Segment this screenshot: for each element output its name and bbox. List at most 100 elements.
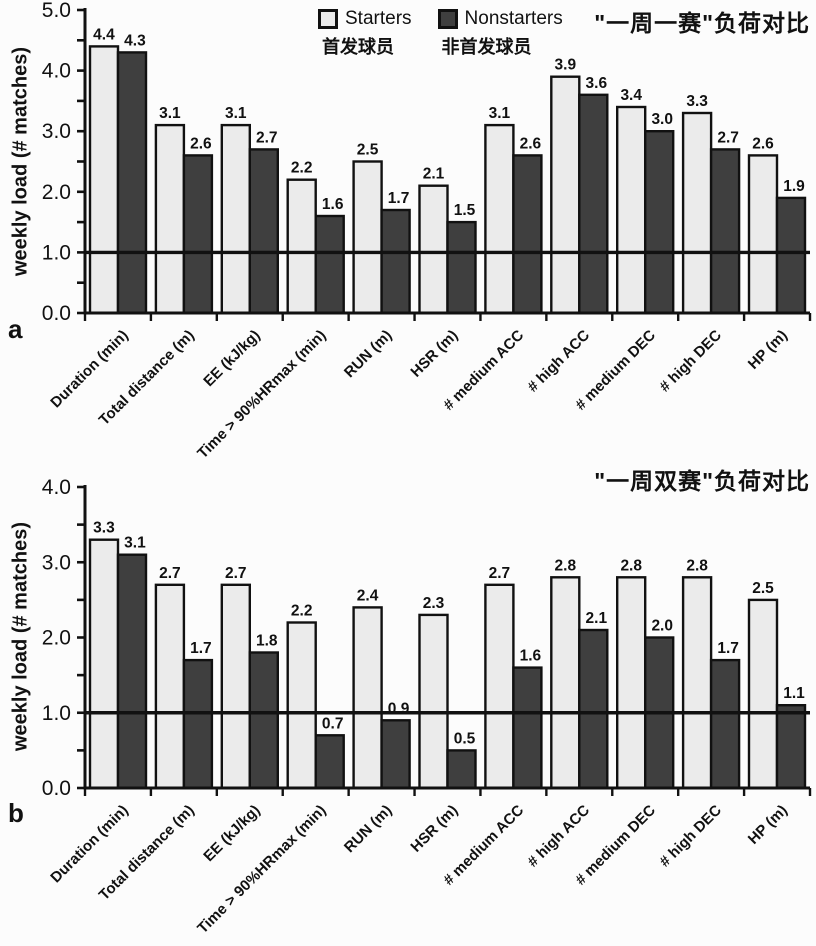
bar-value-label: 0.9 [388, 700, 410, 717]
bar-value-label: 2.6 [520, 135, 542, 152]
x-category-label: # high ACC [524, 327, 593, 396]
bar-value-label: 1.9 [783, 178, 805, 195]
y-tick-label: 3.0 [42, 120, 71, 143]
bar-nonstarters-7 [512, 666, 543, 790]
bar-nonstarters-5 [380, 719, 411, 790]
bar-value-label: 2.7 [489, 565, 511, 582]
bar-value-label: 1.7 [717, 640, 739, 657]
bar-value-label: 2.6 [752, 135, 774, 152]
legend-row: Nonstarters [437, 8, 563, 30]
bar-value-label: 2.1 [586, 610, 608, 627]
x-category-label: HSR (m) [407, 802, 461, 856]
y-tick-label: 1.0 [42, 702, 71, 725]
y-tick-label: 0.0 [42, 302, 71, 325]
bar-value-label: 2.8 [620, 557, 642, 574]
bar-starters-8 [550, 576, 581, 790]
legend-item-starters: Starters 首发球员 [318, 8, 412, 59]
bar-value-label: 3.3 [686, 93, 708, 110]
bar-starters-9 [616, 105, 647, 315]
y-tick-label: 3.0 [42, 551, 71, 574]
bar-value-label: 3.1 [124, 535, 146, 552]
x-category-label: HSR (m) [407, 327, 461, 381]
bar-value-label: 1.7 [388, 190, 410, 207]
bar-nonstarters-6 [446, 220, 477, 315]
x-category-label: Time > 90%HRmax (min) [194, 802, 329, 937]
bar-value-label: 2.7 [159, 565, 181, 582]
bar-nonstarters-2 [182, 154, 214, 315]
x-category-label: # high ACC [524, 802, 593, 871]
bar-nonstarters-8 [578, 93, 609, 315]
bar-value-label: 2.7 [225, 565, 247, 582]
bar-value-label: 2.7 [256, 129, 278, 146]
bar-starters-8 [550, 75, 581, 315]
bar-value-label: 4.4 [93, 26, 115, 43]
bar-nonstarters-11 [775, 704, 807, 790]
chart-b-title: "一周双赛"负荷对比 [594, 468, 810, 494]
bar-starters-3 [220, 123, 252, 315]
y-tick-label: 4.0 [42, 476, 71, 499]
bar-starters-11 [747, 598, 779, 790]
bar-value-label: 1.7 [190, 640, 212, 657]
bar-starters-2 [154, 123, 186, 315]
bar-starters-3 [220, 583, 252, 790]
bar-starters-10 [681, 111, 713, 315]
panel-label-a: a [8, 314, 23, 344]
bar-value-label: 3.0 [651, 111, 673, 128]
bar-nonstarters-7 [512, 154, 543, 315]
legend: Starters 首发球员 Nonstarters 非首发球员 [318, 8, 563, 59]
bar-starters-6 [418, 613, 449, 790]
nonstarters-swatch-icon [437, 9, 458, 29]
bar-value-label: 2.5 [357, 142, 379, 159]
y-axis-label-b: weekly load (# matches) [9, 522, 32, 751]
bar-value-label: 3.1 [225, 105, 247, 122]
bar-value-label: 2.8 [686, 557, 708, 574]
bar-value-label: 3.3 [93, 520, 115, 537]
bar-starters-6 [418, 184, 449, 315]
bar-starters-4 [286, 621, 317, 790]
bar-value-label: 3.1 [489, 105, 511, 122]
x-category-label: RUN (m) [341, 802, 395, 856]
y-tick-label: 4.0 [42, 60, 71, 83]
bar-nonstarters-10 [709, 658, 741, 790]
x-category-label: HP (m) [745, 327, 791, 373]
y-tick-label: 0.0 [42, 777, 71, 800]
bar-value-label: 3.1 [159, 105, 181, 122]
y-tick-label: 1.0 [42, 241, 71, 264]
bar-nonstarters-9 [644, 129, 675, 315]
y-tick-label: 5.0 [42, 0, 71, 22]
bar-starters-10 [681, 576, 713, 790]
bar-value-label: 2.1 [423, 166, 445, 183]
x-category-label: RUN (m) [341, 327, 395, 381]
bar-starters-11 [747, 154, 779, 315]
bar-value-label: 3.6 [586, 75, 608, 92]
x-category-label: # high DEC [656, 327, 725, 396]
legend-label-nonstarters-zh: 非首发球员 [441, 37, 532, 57]
bar-value-label: 1.1 [783, 685, 805, 702]
starters-swatch-icon [318, 9, 338, 29]
bar-nonstarters-6 [446, 749, 477, 790]
bar-value-label: 3.9 [555, 57, 577, 74]
y-axis-label-a: weekly load (# matches) [9, 47, 32, 276]
bar-value-label: 1.5 [454, 202, 476, 219]
y-tick-label: 2.0 [42, 181, 71, 204]
bar-nonstarters-1 [116, 553, 148, 790]
bar-nonstarters-4 [314, 734, 345, 790]
bar-value-label: 2.0 [651, 618, 673, 635]
bar-starters-1 [88, 45, 120, 315]
bar-starters-7 [484, 123, 515, 315]
panel-label-b: b [8, 798, 24, 828]
bar-nonstarters-5 [380, 208, 411, 315]
bar-value-label: 1.6 [520, 648, 542, 665]
x-category-label: # high DEC [656, 802, 725, 871]
legend-label-starters: Starters [345, 8, 412, 29]
bar-value-label: 0.5 [454, 730, 476, 747]
bar-value-label: 2.5 [752, 580, 774, 597]
x-category-label: HP (m) [745, 802, 791, 848]
chart-a-title: "一周一赛"负荷对比 [594, 10, 810, 36]
bar-value-label: 2.2 [291, 160, 313, 177]
legend-row: Starters [318, 8, 412, 30]
bar-nonstarters-3 [248, 148, 280, 315]
bar-value-label: 1.6 [322, 196, 344, 213]
bar-value-label: 3.4 [620, 87, 642, 104]
